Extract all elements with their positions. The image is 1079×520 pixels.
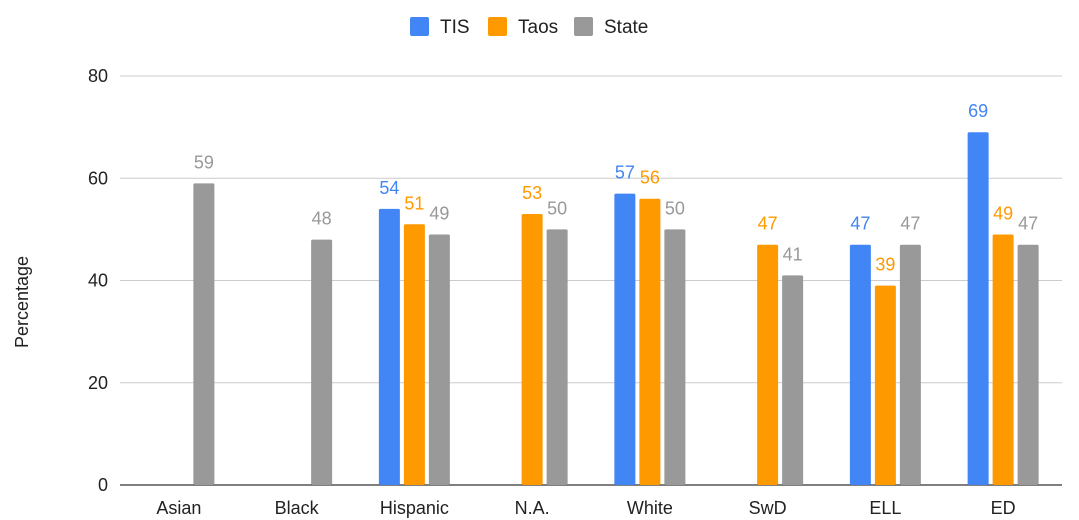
- x-tick-label-black: Black: [275, 498, 320, 518]
- data-label-taos-ed: 49: [993, 203, 1013, 223]
- data-label-taos-white: 56: [640, 168, 660, 188]
- y-axis-label: Percentage: [12, 256, 32, 348]
- legend-item-state: State: [574, 17, 648, 38]
- bar-taos-ell: [874, 285, 896, 485]
- y-tick-label-20: 20: [88, 373, 108, 393]
- bar-state-black: [311, 239, 333, 485]
- y-tick-label-80: 80: [88, 66, 108, 86]
- y-tick-label-60: 60: [88, 168, 108, 188]
- data-label-tis-ed: 69: [968, 101, 988, 121]
- data-label-state-swd: 41: [783, 244, 803, 264]
- x-axis-ticks: Asian Black Hispanic N.A. White SwD ELL ED: [156, 498, 1015, 518]
- x-tick-label-asian: Asian: [156, 498, 201, 518]
- x-tick-label-swd: SwD: [749, 498, 787, 518]
- bar-taos-hispanic: [403, 224, 425, 485]
- data-label-state-hispanic: 49: [429, 203, 449, 223]
- bar-tis-ed: [967, 132, 989, 486]
- bar-state-ed: [1017, 244, 1039, 485]
- bar-state-n-a: [546, 229, 568, 485]
- bar-state-swd: [782, 275, 804, 485]
- x-tick-label-ed: ED: [991, 498, 1016, 518]
- bar-taos-white: [639, 198, 661, 485]
- bar-state-asian: [193, 183, 215, 486]
- legend: TIS Taos State: [410, 17, 648, 38]
- legend-swatch-state: [574, 17, 593, 36]
- data-label-state-white: 50: [665, 198, 685, 218]
- x-tick-label-white: White: [627, 498, 673, 518]
- bar-state-white: [664, 229, 686, 485]
- legend-item-tis: TIS: [410, 17, 470, 38]
- legend-label-tis: TIS: [440, 17, 470, 38]
- data-label-state-black: 48: [312, 209, 332, 229]
- bar-tis-white: [614, 193, 636, 485]
- data-label-taos-hispanic: 51: [404, 193, 424, 213]
- data-label-taos-ell: 39: [875, 255, 895, 275]
- bar-taos-n-a: [521, 214, 543, 485]
- data-label-tis-hispanic: 54: [379, 178, 399, 198]
- bar-state-ell: [899, 244, 921, 485]
- bar-tis-ell: [849, 244, 871, 485]
- y-tick-label-0: 0: [98, 475, 108, 495]
- y-axis-ticks: 0 20 40 60 80: [88, 66, 108, 495]
- y-tick-label-40: 40: [88, 271, 108, 291]
- legend-item-taos: Taos: [488, 17, 558, 38]
- data-label-state-ed: 47: [1018, 214, 1038, 234]
- legend-swatch-taos: [488, 17, 507, 36]
- data-label-state-ell: 47: [900, 214, 920, 234]
- x-tick-label-n-a: N.A.: [515, 498, 550, 518]
- data-label-tis-ell: 47: [850, 214, 870, 234]
- legend-label-state: State: [604, 17, 648, 38]
- bar-tis-hispanic: [378, 208, 400, 486]
- data-label-taos-swd: 47: [758, 214, 778, 234]
- legend-swatch-tis: [410, 17, 429, 36]
- data-label-taos-n-a: 53: [522, 183, 542, 203]
- bar-taos-ed: [992, 234, 1014, 485]
- x-tick-label-ell: ELL: [869, 498, 901, 518]
- x-tick-label-hispanic: Hispanic: [380, 498, 449, 518]
- bars: [193, 132, 1039, 486]
- data-label-state-asian: 59: [194, 152, 214, 172]
- legend-label-taos: Taos: [518, 17, 558, 38]
- bar-taos-swd: [757, 244, 779, 485]
- data-label-state-n-a: 50: [547, 198, 567, 218]
- data-label-tis-white: 57: [615, 163, 635, 183]
- bar-state-hispanic: [428, 234, 450, 485]
